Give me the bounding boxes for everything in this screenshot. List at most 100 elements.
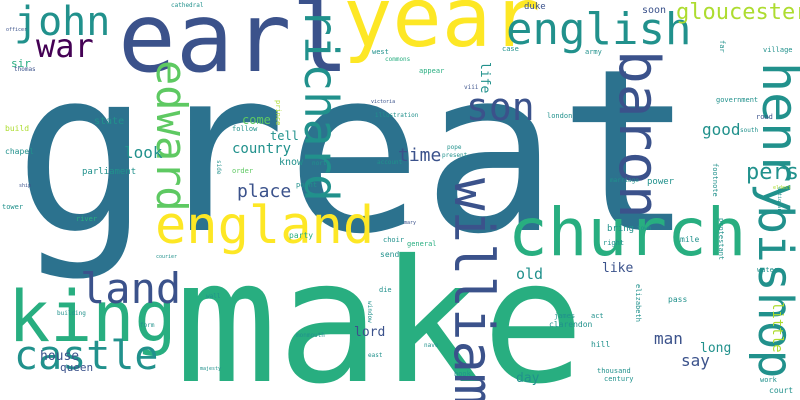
word-case: case (502, 45, 519, 53)
word-house: house (40, 349, 80, 364)
word-duke: duke (524, 2, 546, 12)
word-right: right (603, 239, 625, 247)
word-baron: baron (606, 50, 671, 219)
word-castle: castle (14, 333, 159, 379)
word-eldest: eldest (773, 185, 792, 191)
word-time: time (398, 145, 442, 166)
word-illustration: illustration (375, 112, 419, 119)
word-pope: pope (447, 144, 462, 151)
word-pass: pass (668, 295, 688, 304)
word-building: building (57, 310, 86, 317)
word-person: person (746, 160, 800, 185)
word-chapel: chapel (5, 147, 34, 156)
word-little: little (769, 302, 785, 353)
word-old: old (516, 265, 544, 283)
word-die: die (379, 286, 392, 294)
word-general: general (407, 240, 437, 248)
word-mary: mary (404, 220, 417, 226)
word-form: form (140, 322, 155, 329)
word-earl: earl (118, 0, 350, 94)
word-lord: lord (354, 325, 386, 340)
word-john: john (14, 0, 111, 45)
word-town: town (637, 225, 652, 232)
word-bishop: bishop (747, 205, 800, 379)
word-east: east (368, 352, 383, 359)
word-north: north (312, 160, 331, 167)
word-army: army (585, 48, 602, 56)
word-tell: tell (270, 129, 299, 143)
word-william: william (442, 178, 505, 400)
word-far: far (718, 40, 726, 53)
word-bring: bring (607, 224, 635, 234)
word-prince: prince (274, 100, 282, 126)
word-protestant: protestant (717, 218, 725, 261)
word-sir: sir (11, 57, 31, 70)
word-good: good (702, 120, 741, 139)
word-english: english (506, 4, 692, 55)
word-thomas: thomas (14, 66, 36, 73)
word-london: london (547, 112, 573, 120)
word-tower: tower (2, 203, 24, 211)
word-like: like (602, 261, 634, 276)
word-power: power (647, 177, 675, 187)
word-appear: appear (419, 67, 445, 75)
word-court: court (769, 386, 794, 395)
word-edward: edward (147, 60, 196, 212)
word-james: james (554, 312, 576, 320)
word-soon: soon (642, 5, 667, 16)
word-king: king (8, 276, 177, 358)
word-war: war (36, 27, 94, 65)
word-wall: wall (206, 293, 221, 300)
word-clarendon: clarendon (549, 320, 593, 329)
word-account: account (377, 159, 403, 166)
word-country: country (232, 141, 292, 157)
word-hill: hill (591, 340, 611, 349)
word-state: state (94, 116, 125, 127)
word-thousand: thousand (597, 367, 631, 375)
word-west: west (372, 48, 389, 56)
word-mile: mile (680, 235, 700, 244)
word-window: window (366, 301, 373, 323)
word-make: make (175, 224, 585, 400)
word-church: church (508, 194, 747, 271)
word-road: road (756, 113, 773, 121)
word-say: say (681, 351, 710, 370)
word-queen: queen (60, 361, 94, 374)
word-elizabeth: elizabeth (634, 284, 642, 322)
word-henry: henry (751, 62, 800, 213)
word-england: england (155, 196, 375, 256)
word-know: know (279, 157, 304, 168)
word-year: year (343, 0, 541, 66)
word-footnote: footnote (711, 163, 719, 197)
word-richard: richard (294, 8, 348, 202)
word-act: act (591, 312, 604, 320)
word-work: work (760, 376, 777, 384)
word-come: come (242, 113, 271, 127)
word-land: land (80, 264, 182, 313)
word-life: life (477, 62, 492, 94)
word-marriage: marriage (610, 177, 639, 184)
word-courier: courier (156, 254, 178, 260)
word-water: water (757, 266, 779, 274)
word-choir: choir (383, 236, 405, 244)
word-present: present (442, 152, 468, 159)
word-viii: viii (464, 84, 479, 91)
word-ship: ship (19, 183, 32, 189)
word-side: side (215, 160, 222, 175)
word-great: great (14, 21, 695, 284)
word-gloucester: gloucester (676, 0, 800, 25)
word-send: send (380, 250, 400, 259)
word-book: book (454, 370, 471, 378)
word-day: day (516, 371, 540, 386)
word-monmouth: monmouth (296, 332, 325, 339)
word-antiquary: antiquary (776, 187, 782, 215)
word-follow: follow (232, 125, 258, 133)
word-order: order (232, 167, 254, 175)
word-majesty: majesty (200, 366, 222, 372)
word-government: government (716, 96, 759, 104)
word-build: build (5, 124, 30, 133)
word-south: south (740, 127, 759, 134)
word-river: river (76, 215, 98, 223)
word-parliament: parliament (82, 167, 137, 177)
